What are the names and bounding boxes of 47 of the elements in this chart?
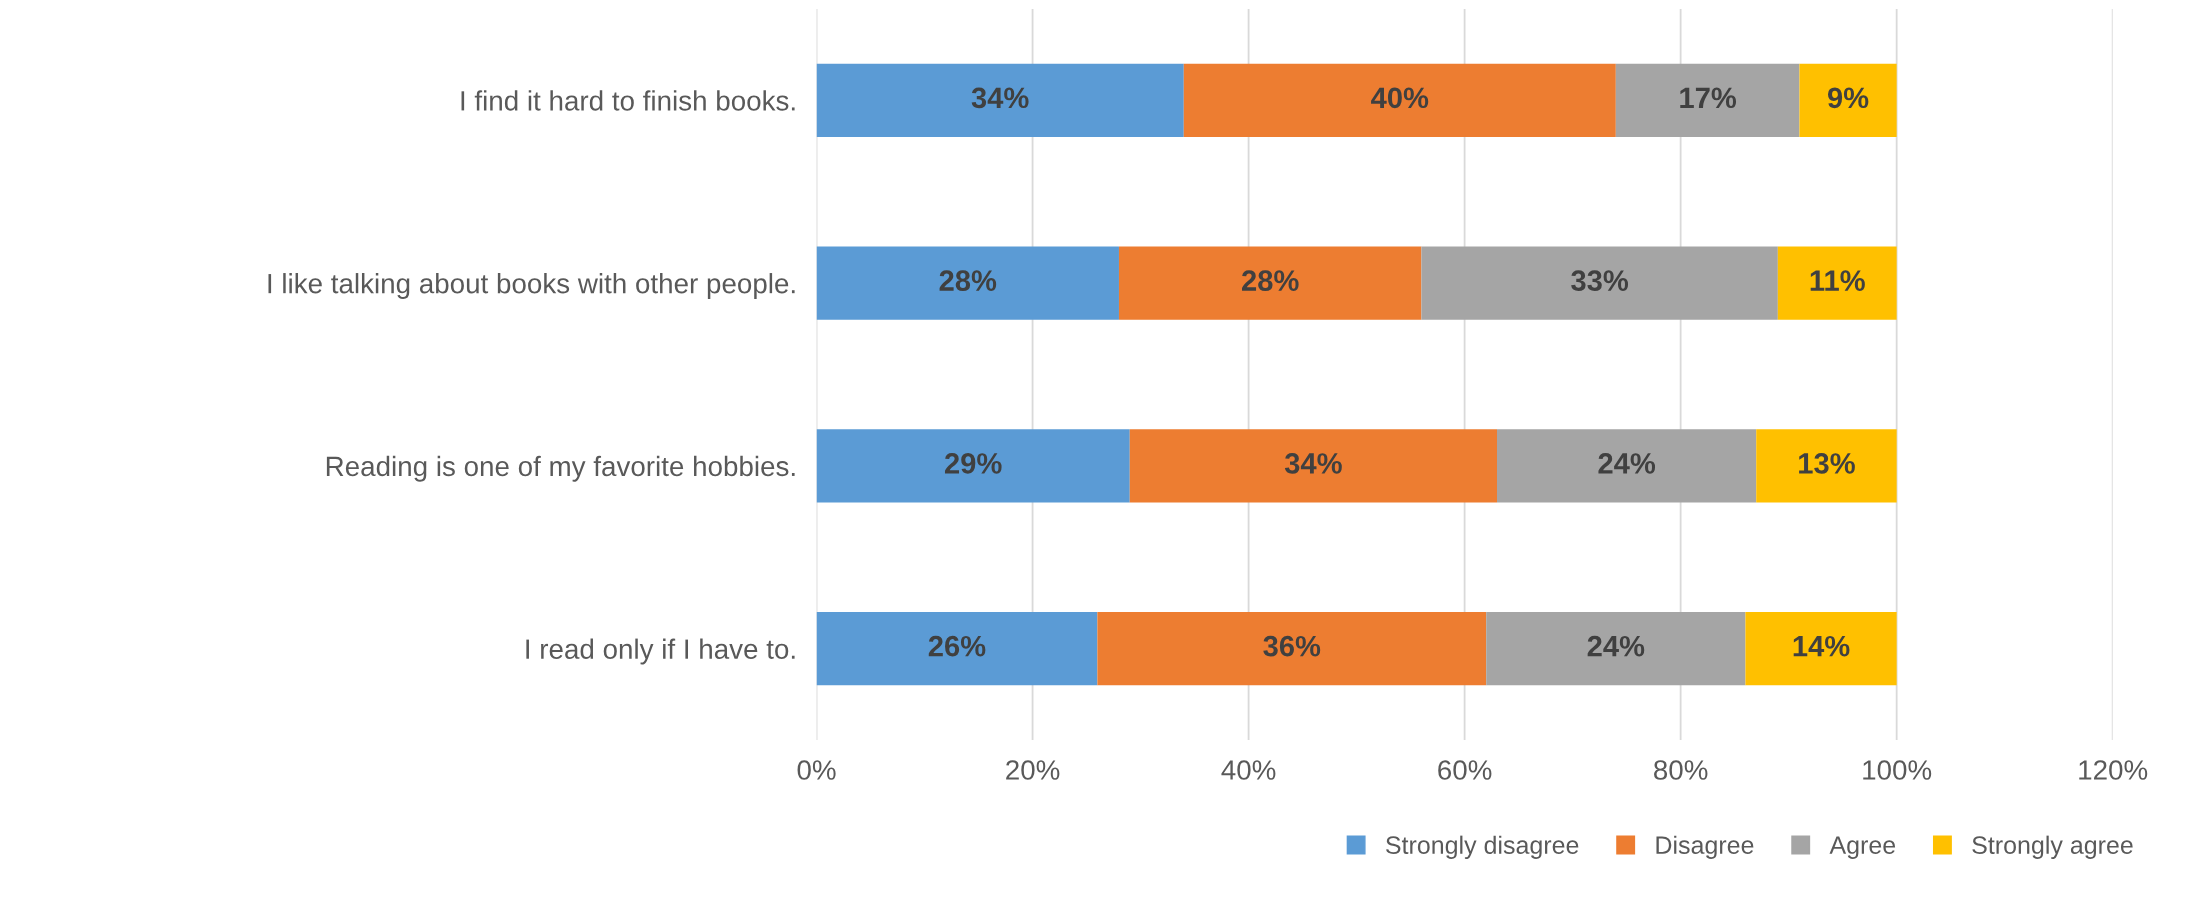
data-label: 28% — [939, 270, 997, 291]
data-label: 14% — [1793, 635, 1850, 657]
data-label: 11% — [1810, 270, 1865, 291]
data-label: 26% — [928, 635, 986, 657]
data-label: 9% — [1827, 87, 1869, 109]
data-label: 33% — [1571, 270, 1629, 291]
x-tick-label: 80% — [1654, 760, 1708, 780]
data-label: 29% — [944, 453, 1002, 474]
data-label: 28% — [1242, 270, 1299, 291]
y-tick-label: I find it hard to finish books. — [461, 90, 795, 111]
bar — [1097, 612, 1487, 686]
data-label: 40% — [1371, 87, 1429, 109]
bar — [1756, 429, 1897, 503]
data-label: 34% — [1284, 453, 1342, 474]
bar — [1118, 246, 1422, 320]
bar — [1129, 429, 1498, 503]
data-label: 17% — [1680, 87, 1737, 109]
bar — [1497, 429, 1757, 503]
bar — [1799, 63, 1897, 137]
y-tick-label: I like talking about books with other people. — [268, 273, 795, 299]
data-label: 36% — [1263, 635, 1321, 657]
bar — [1745, 612, 1897, 686]
bar — [1486, 612, 1746, 686]
x-tick-label: 20% — [1006, 760, 1060, 780]
x-tick-label: 100% — [1863, 760, 1932, 780]
x-tick-label: 40% — [1221, 760, 1276, 780]
bar — [816, 246, 1119, 320]
data-label: 24% — [1598, 453, 1656, 474]
data-label: 13% — [1799, 453, 1855, 474]
bar — [1421, 246, 1778, 320]
data-label: 34% — [971, 87, 1029, 109]
legend-label: Disagree — [1656, 835, 1754, 859]
bar — [1777, 246, 1897, 320]
legend-label: Strongly agree — [1972, 835, 2133, 859]
legend-label: Agree — [1829, 836, 1896, 859]
data-label: 24% — [1587, 635, 1645, 657]
bar — [1183, 63, 1616, 137]
x-tick-label: 120% — [2079, 760, 2148, 780]
bar — [1615, 63, 1800, 137]
x-tick-label: 0% — [797, 760, 836, 780]
legend-label: Strongly disagree — [1386, 835, 1579, 859]
y-tick-label: I read only if I have to. — [526, 638, 795, 665]
x-tick-label: 60% — [1438, 760, 1492, 780]
y-tick-label: Reading is one of my favorite hobbies. — [326, 455, 795, 482]
bar — [816, 429, 1130, 503]
bar — [816, 612, 1098, 686]
bar — [816, 63, 1184, 137]
